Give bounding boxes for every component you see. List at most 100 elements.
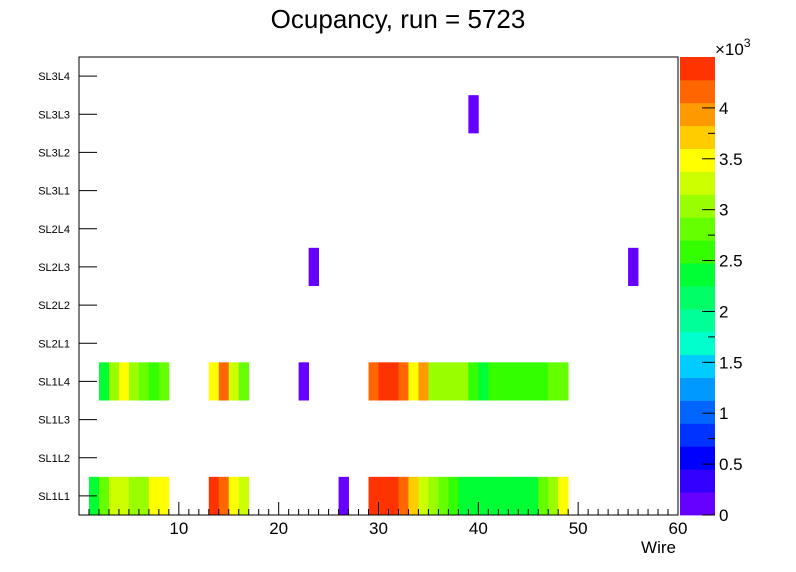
heatmap-cell — [538, 476, 549, 515]
heatmap-cell — [298, 362, 310, 401]
heatmap-cell — [498, 476, 509, 515]
color-scale-segment — [680, 400, 715, 424]
color-scale-bar — [680, 57, 715, 516]
heatmap-cell — [98, 476, 110, 515]
heatmap-cells — [88, 95, 639, 515]
y-tick-label: SL2L3 — [38, 262, 70, 274]
heatmap-cell — [468, 362, 479, 401]
heatmap-cell — [448, 362, 459, 401]
heatmap-cell — [528, 362, 539, 401]
heatmap-cell — [228, 476, 240, 515]
heatmap-cell — [468, 476, 479, 515]
heatmap-cell — [208, 362, 220, 401]
y-tick-label: SL1L1 — [38, 491, 70, 503]
heatmap-cell — [158, 362, 170, 401]
heatmap-cell — [238, 476, 250, 515]
heatmap-cell — [628, 247, 639, 286]
heatmap-cell — [118, 362, 130, 401]
color-scale-segment — [680, 79, 715, 104]
color-scale-tick-label: 0 — [719, 506, 728, 525]
color-scale-axis: 0 0.5 1 1.5 2 2.5 3 3.5 4 — [702, 99, 743, 525]
color-scale-tick-label: 2.5 — [719, 252, 743, 271]
heatmap-cell — [488, 362, 499, 401]
color-scale-tick-label: 4 — [719, 99, 728, 118]
heatmap-cell — [518, 476, 529, 515]
color-scale-segment — [680, 57, 715, 81]
plot-frame — [78, 56, 679, 516]
x-axis-label: Wire — [641, 538, 676, 557]
heatmap-cell — [378, 362, 389, 401]
heatmap-cell — [388, 476, 399, 515]
heatmap-cell — [538, 362, 549, 401]
color-scale-segment — [680, 194, 715, 218]
heatmap-cell — [228, 362, 240, 401]
y-tick-label: SL3L3 — [38, 109, 70, 121]
multiplier-base: ×10 — [715, 40, 744, 59]
y-tick-label: SL1L4 — [38, 376, 70, 388]
y-tick-label: SL1L3 — [38, 415, 70, 427]
x-tick-label: 30 — [369, 519, 388, 538]
x-tick-label: 20 — [269, 519, 288, 538]
heatmap-cell — [518, 362, 529, 401]
heatmap-cell — [458, 362, 469, 401]
heatmap-cell — [148, 362, 160, 401]
x-tick-label: 40 — [469, 519, 488, 538]
heatmap-cell — [428, 476, 439, 515]
color-scale-tick-label: 3.5 — [719, 150, 743, 169]
color-scale-segment — [680, 125, 715, 149]
color-scale-tick-label: 3 — [719, 201, 728, 220]
heatmap-cell — [508, 362, 519, 401]
x-tick-label: 10 — [169, 519, 188, 538]
heatmap-cell — [98, 362, 110, 401]
color-scale-segment — [680, 446, 715, 470]
heatmap-cell — [408, 476, 419, 515]
y-axis: SL1L1 SL1L2 SL1L3 SL1L4 SL2L1 SL2L2 SL2L3 SL2L4… — [38, 71, 97, 503]
heatmap-cell — [218, 362, 230, 401]
heatmap-cell — [138, 362, 150, 401]
heatmap-cell — [488, 476, 499, 515]
color-scale-segment — [680, 148, 715, 172]
heatmap-cell — [158, 476, 170, 515]
color-scale-multiplier: ×103 — [715, 36, 751, 59]
color-scale-tick-label: 0.5 — [719, 455, 743, 474]
x-tick-label: 60 — [669, 519, 688, 538]
y-tick-label: SL3L4 — [38, 71, 70, 83]
heatmap-cell — [208, 476, 220, 515]
y-tick-label: SL3L2 — [38, 147, 70, 159]
heatmap-cell — [148, 476, 160, 515]
heatmap-cell — [138, 476, 150, 515]
heatmap-cell — [118, 476, 130, 515]
heatmap-cell — [438, 476, 449, 515]
color-scale-segment — [680, 377, 715, 401]
color-scale-segment — [680, 331, 715, 356]
heatmap-cell — [508, 476, 519, 515]
heatmap-cell — [448, 476, 459, 515]
color-scale-tick-label: 1 — [719, 404, 728, 423]
color-scale-segment — [680, 171, 715, 195]
heatmap-cell — [498, 362, 509, 401]
heatmap-cell — [458, 476, 469, 515]
heatmap-cell — [308, 247, 319, 286]
heatmap-cell — [428, 362, 439, 401]
color-scale-tick-label: 1.5 — [719, 353, 743, 372]
color-scale-segment — [680, 354, 715, 378]
heatmap-cell — [108, 476, 120, 515]
color-scale-segment — [680, 240, 715, 264]
y-tick-label: SL3L1 — [38, 186, 70, 198]
chart-title: Ocupancy, run = 5723 — [271, 4, 526, 34]
y-tick-label: SL2L1 — [38, 338, 70, 350]
heatmap-cell — [368, 362, 379, 401]
color-scale-segment — [680, 102, 715, 127]
heatmap-cell — [338, 476, 349, 515]
multiplier-exponent: 3 — [744, 36, 751, 50]
heatmap-cell — [528, 476, 539, 515]
y-tick-label: SL1L2 — [38, 453, 70, 465]
heatmap-cell — [398, 362, 409, 401]
color-scale-tick-label: 2 — [719, 302, 728, 321]
heatmap-cell — [378, 476, 389, 515]
heatmap-cell — [218, 476, 230, 515]
heatmap-cell — [558, 476, 569, 515]
heatmap-cell — [548, 476, 559, 515]
heatmap-cell — [418, 362, 429, 401]
